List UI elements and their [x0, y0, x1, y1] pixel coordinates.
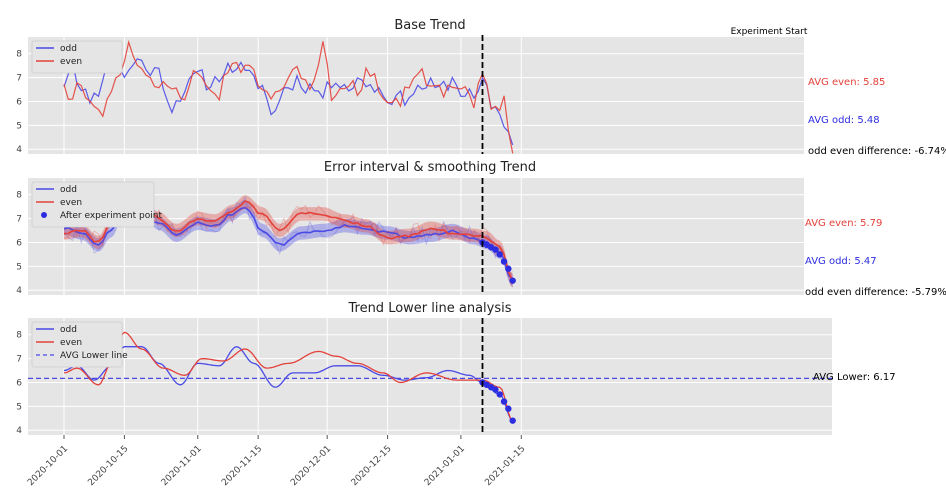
avg-lower-label: AVG Lower: 6.17	[813, 372, 896, 383]
legend-label: odd	[60, 325, 77, 335]
plot-area	[28, 37, 804, 154]
y-tick-label: 7	[16, 74, 22, 84]
difference-label: odd even difference: -6.74%	[808, 146, 946, 157]
legend-label: even	[60, 338, 82, 348]
legend-label: even	[60, 198, 82, 208]
odd-error-band	[64, 200, 513, 288]
y-tick-label: 8	[16, 331, 22, 341]
base-trend-panel: Base Trend 4 5 6 7 8 Experiment Start odd eve…	[16, 18, 946, 157]
legend-box	[31, 321, 123, 368]
legend: odd even	[31, 40, 123, 74]
error-interval-title: Error interval & smoothing Trend	[324, 160, 536, 175]
odd-line	[63, 346, 514, 422]
avg-odd-label: AVG odd: 5.47	[805, 256, 877, 267]
lower-line-title: Trend Lower line analysis	[347, 301, 511, 316]
legend-label: even	[60, 57, 82, 67]
x-tick-label: 2020-12-01	[289, 444, 333, 488]
error-interval-panel: Error interval & smoothing Trend 4 5 6 7 8 o…	[16, 160, 946, 298]
x-tick-label: 2021-01-15	[483, 444, 527, 488]
y-tick-label: 5	[16, 402, 22, 412]
y-tick-label: 8	[16, 50, 22, 60]
even-line	[63, 331, 514, 422]
legend-label: AVG Lower line	[60, 351, 128, 361]
after-experiment-point	[496, 391, 503, 398]
y-tick-label: 5	[16, 121, 22, 131]
after-experiment-point	[500, 398, 508, 405]
legend-box	[31, 181, 155, 228]
legend: odd even After experiment point	[31, 181, 162, 228]
even-line	[63, 39, 514, 154]
after-experiment-point	[505, 405, 512, 412]
y-tick-label: 4	[16, 286, 22, 296]
y-tick-label: 4	[16, 145, 22, 155]
x-tick-label: 2020-10-15	[86, 444, 130, 488]
y-tick-label: 6	[16, 97, 22, 107]
x-tick-label: 2021-01-01	[423, 444, 467, 488]
avg-even-label: AVG even: 5.85	[808, 77, 885, 88]
after-experiment-point	[505, 265, 512, 272]
x-tick-label: 2020-11-15	[220, 444, 264, 488]
y-tick-label: 6	[16, 378, 22, 388]
odd-line	[63, 57, 514, 146]
avg-even-label: AVG even: 5.79	[805, 218, 882, 229]
y-tick-label: 7	[16, 215, 22, 225]
legend-box	[31, 40, 123, 74]
after-experiment-point	[492, 386, 499, 393]
y-tick-label: 8	[16, 191, 22, 201]
base-trend-title: Base Trend	[394, 18, 465, 33]
lower-line-panel: Trend Lower line analysis 4 5 6 7 8 odd even A…	[16, 301, 895, 488]
y-tick-label: 4	[16, 426, 22, 436]
x-tick-label: 2020-11-01	[160, 444, 204, 488]
after-experiment-point	[509, 417, 516, 424]
x-tick-label: 2020-12-15	[350, 444, 394, 488]
legend-marker	[41, 212, 47, 218]
legend-label: odd	[60, 185, 77, 195]
avg-odd-label: AVG odd: 5.48	[808, 115, 880, 126]
after-experiment-point	[496, 251, 503, 258]
experiment-start-label: Experiment Start	[731, 27, 808, 37]
after-experiment-point	[492, 246, 499, 253]
x-tick-label: 2020-10-01	[26, 444, 70, 488]
legend: odd even AVG Lower line	[31, 321, 128, 368]
after-experiment-point	[500, 258, 508, 265]
legend-label: odd	[60, 44, 77, 54]
y-tick-label: 7	[16, 355, 22, 365]
y-tick-label: 5	[16, 262, 22, 272]
legend-label: After experiment point	[60, 211, 162, 221]
after-experiment-point	[509, 277, 516, 284]
y-tick-label: 6	[16, 238, 22, 248]
difference-label: odd even difference: -5.79%	[805, 287, 946, 298]
